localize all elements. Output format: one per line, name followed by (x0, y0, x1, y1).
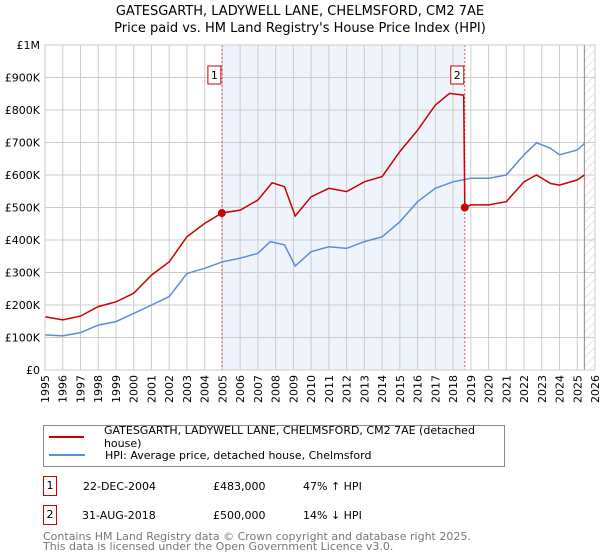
y-tick-label: £200K (5, 299, 41, 312)
chart-title: GATESGARTH, LADYWELL LANE, CHELMSFORD, C… (0, 3, 600, 37)
transaction-badge: 1 (43, 476, 57, 496)
y-tick-label: £0 (26, 364, 40, 377)
x-tick-label: 2023 (536, 375, 549, 403)
x-tick-label: 2000 (128, 375, 141, 403)
x-tick-label: 2014 (376, 375, 389, 403)
y-tick-label: £700K (5, 137, 41, 150)
x-tick-label: 2026 (589, 375, 600, 403)
x-tick-label: 2024 (554, 375, 567, 403)
x-tick-label: 2011 (323, 375, 336, 403)
x-tick-label: 2019 (465, 375, 478, 403)
x-tick-label: 1998 (92, 375, 105, 403)
series-hpi-line (44, 141, 585, 337)
y-tick-label: £400K (5, 234, 41, 247)
x-tick-label: 2013 (358, 375, 371, 403)
y-tick-label: £1M (17, 39, 41, 52)
marker-label: 2 (454, 69, 461, 82)
transaction-price: £483,000 (213, 480, 266, 493)
x-tick-label: 2015 (394, 375, 407, 403)
legend-item-property: GATESGARTH, LADYWELL LANE, CHELMSFORD, C… (44, 424, 504, 450)
footer: Contains HM Land Registry data © Crown c… (43, 530, 471, 553)
legend: GATESGARTH, LADYWELL LANE, CHELMSFORD, C… (43, 424, 505, 467)
transaction-hpi: 14% ↓ HPI (303, 509, 362, 522)
x-tick-label: 1996 (57, 375, 70, 403)
marker-label: 1 (211, 69, 218, 82)
marker-badge (207, 65, 222, 85)
marker-badge (450, 65, 465, 85)
legend-label-hpi: HPI: Average price, detached house, Chel… (105, 448, 372, 462)
transaction-date: 22-DEC-2004 (83, 480, 157, 493)
sale-point (217, 209, 226, 218)
x-tick-label: 2001 (145, 375, 158, 403)
x-tick-label: 2009 (287, 375, 300, 403)
x-tick-label: 2004 (199, 375, 212, 403)
transaction-date: 31-AUG-2018 (82, 509, 156, 522)
footer-line1: Contains HM Land Registry data © Crown c… (43, 530, 471, 543)
transaction-row: 1 22-DEC-2004 £483,000 47% ↑ HPI (43, 476, 443, 496)
transaction-price: £500,000 (213, 509, 266, 522)
legend-item-hpi: HPI: Average price, detached house, Chel… (44, 446, 371, 464)
legend-label-property: GATESGARTH, LADYWELL LANE, CHELMSFORD, C… (103, 424, 475, 450)
x-tick-label: 2016 (412, 375, 425, 403)
x-tick-label: 2017 (429, 375, 442, 403)
transaction-badge: 2 (43, 505, 57, 525)
x-tick-label: 2007 (252, 375, 265, 403)
transaction-row: 2 31-AUG-2018 £500,000 14% ↓ HPI (43, 505, 443, 525)
x-tick-label: 2022 (518, 375, 531, 403)
x-tick-label: 2005 (216, 375, 229, 403)
title-line2: Price paid vs. HM Land Registry's House … (114, 21, 486, 36)
y-tick-label: £600K (5, 169, 41, 182)
x-tick-label: 2012 (341, 375, 354, 403)
x-tick-label: 1999 (110, 375, 123, 403)
legend-swatch-hpi (49, 454, 85, 456)
y-tick-label: £100K (5, 332, 41, 345)
y-tick-label: £300K (5, 267, 41, 280)
x-tick-label: 2018 (447, 375, 460, 403)
transaction-hpi: 47% ↑ HPI (303, 480, 362, 493)
x-tick-label: 2010 (305, 375, 318, 403)
x-tick-label: 2008 (270, 375, 283, 403)
y-tick-label: £900K (5, 72, 41, 85)
x-tick-label: 2021 (500, 375, 513, 403)
y-tick-label: £800K (5, 104, 41, 117)
x-tick-label: 1997 (74, 375, 87, 403)
sale-point (460, 203, 469, 212)
price-chart: 1995 1996 1997 1998 1999 2000 2001 2002 2003 2004… (5, 39, 600, 403)
x-tick-label: 1995 (39, 375, 52, 403)
legend-swatch-property (49, 436, 84, 438)
x-tick-label: 2003 (181, 375, 194, 403)
x-tick-label: 2020 (483, 375, 496, 403)
footer-line2: This data is licensed under the Open Gov… (43, 540, 394, 553)
x-tick-label: 2002 (163, 375, 176, 403)
y-tick-label: £500K (5, 202, 41, 215)
series-property-line (44, 92, 585, 321)
plot-frame (44, 44, 596, 371)
title-line1: GATESGARTH, LADYWELL LANE, CHELMSFORD, C… (115, 4, 485, 19)
x-tick-label: 2006 (234, 375, 247, 403)
x-tick-label: 2025 (571, 375, 584, 403)
